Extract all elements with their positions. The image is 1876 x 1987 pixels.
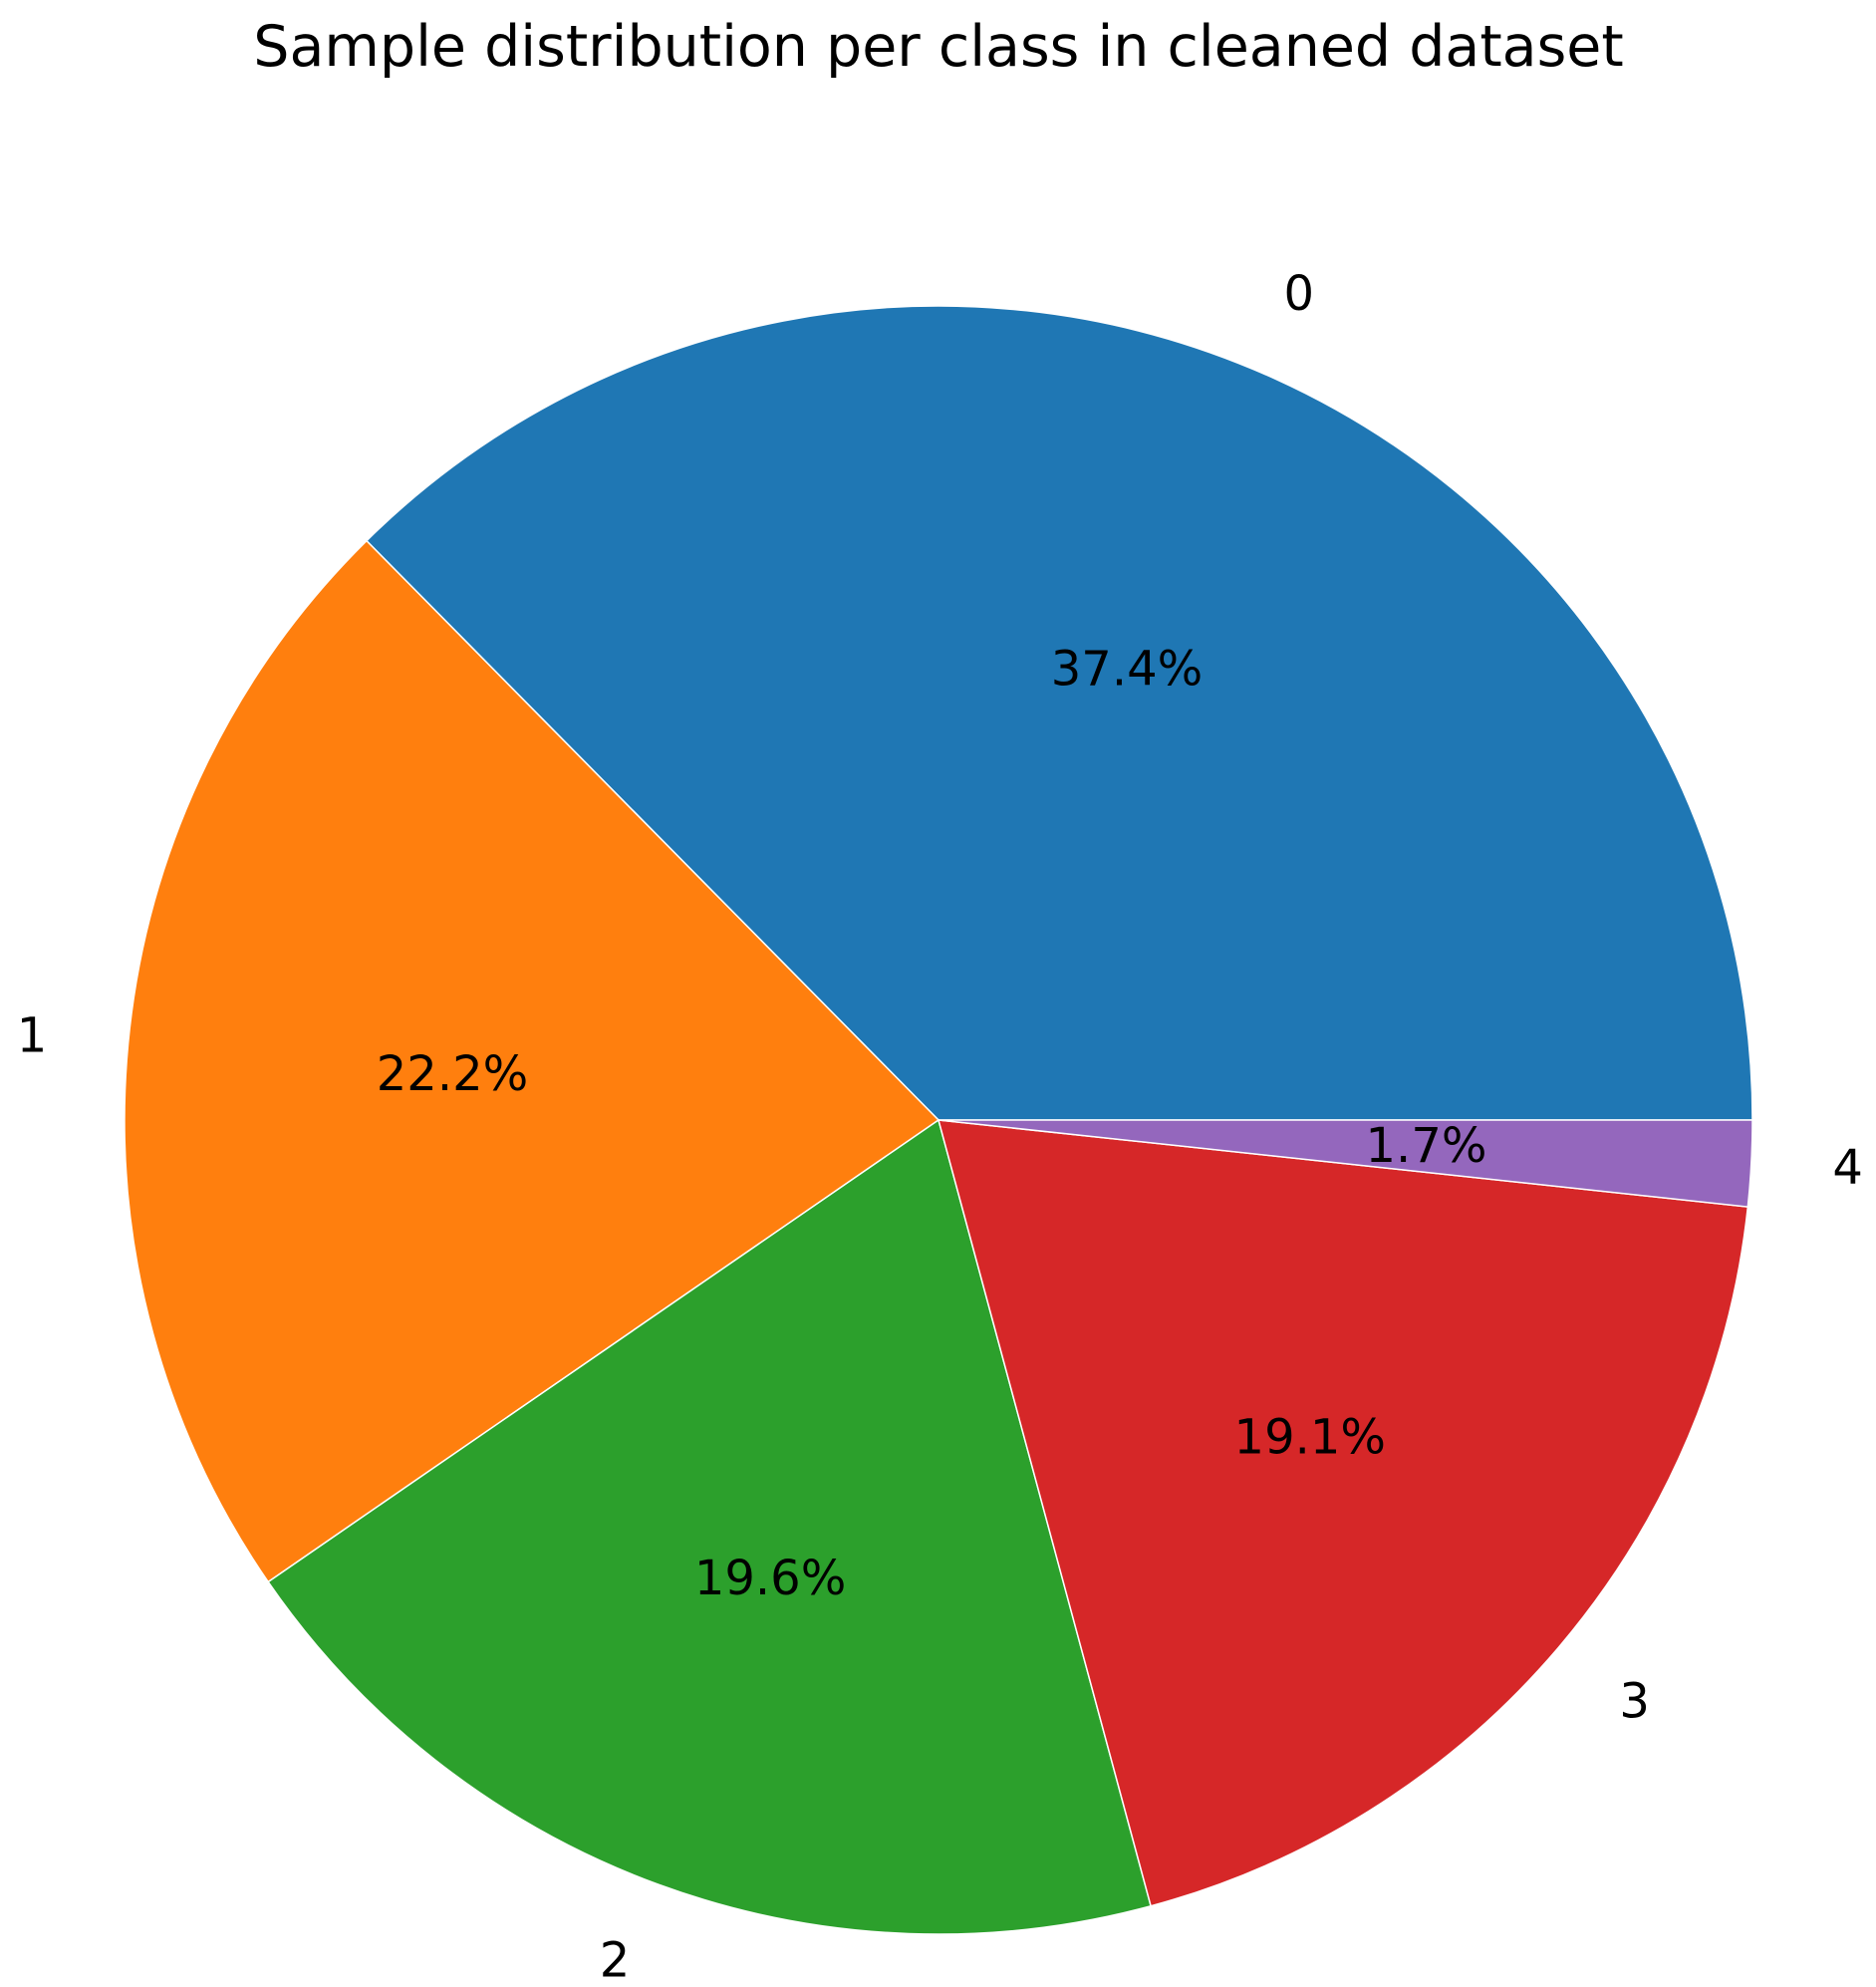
pie-slice-2 <box>267 1118 1153 1935</box>
pie-slice-1 <box>124 539 940 1583</box>
slice-label-0: 0 <box>1284 266 1315 322</box>
slices-group <box>124 305 1753 1935</box>
chart-title: Sample distribution per class in cleaned… <box>253 14 1623 80</box>
slice-label-2: 2 <box>600 1933 631 1987</box>
pct-label-4: 1.7% <box>1366 1118 1487 1174</box>
slice-label-4: 4 <box>1832 1140 1863 1196</box>
pct-label-1: 22.2% <box>377 1046 528 1102</box>
pie-slice-4 <box>938 1119 1753 1208</box>
pie-slice-0 <box>365 305 1753 1121</box>
pct-label-0: 37.4% <box>1051 642 1203 698</box>
slice-label-3: 3 <box>1619 1674 1650 1730</box>
pct-label-3: 19.1% <box>1234 1409 1386 1465</box>
pct-label-2: 19.6% <box>694 1551 846 1606</box>
pie-slice-3 <box>937 1119 1749 1907</box>
slice-label-1: 1 <box>17 1007 48 1063</box>
labels-group: 37.4% 0 22.2% 1 19.6% 2 19.1% 3 1.7% 4 <box>17 266 1863 1987</box>
